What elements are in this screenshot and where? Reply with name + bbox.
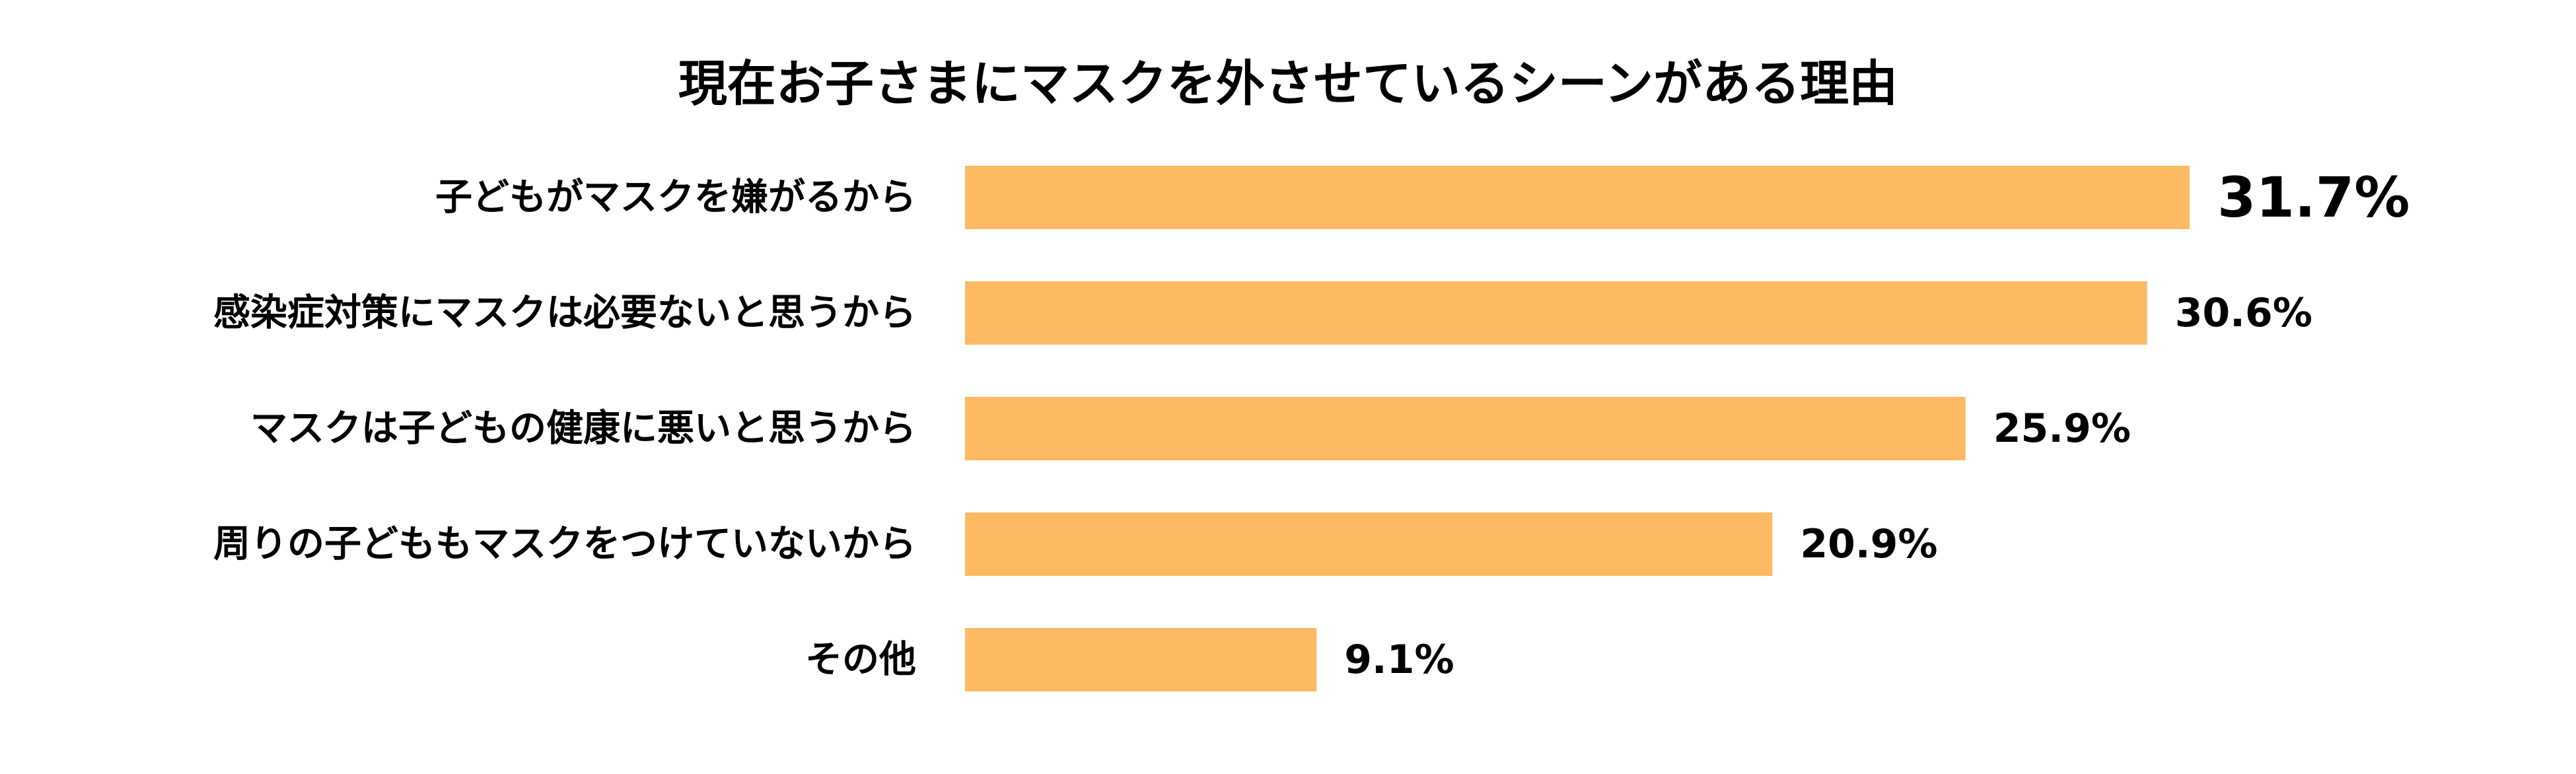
value-label-2: 30.6%	[2175, 290, 2312, 336]
category-label-2: 感染症対策にマスクは必要ないと思うから	[213, 292, 916, 335]
bar-5	[965, 628, 1317, 691]
bar-2	[965, 281, 2147, 345]
value-label-3: 25.9%	[1993, 405, 2131, 452]
category-labels-group: 子どもがマスクを嫌がるから感染症対策にマスクは必要ないと思うからマスクは子どもの…	[213, 176, 916, 682]
bar-1	[965, 166, 2190, 229]
value-label-1: 31.7%	[2217, 165, 2410, 230]
bar-4	[965, 512, 1773, 576]
category-label-1: 子どもがマスクを嫌がるから	[435, 176, 916, 219]
bar-3	[965, 397, 1966, 460]
value-label-5: 9.1%	[1344, 637, 1454, 683]
category-label-4: 周りの子どももマスクをつけていないから	[213, 523, 916, 566]
value-label-4: 20.9%	[1800, 521, 1937, 567]
value-labels-group: 31.7% 30.6% 25.9% 20.9% 9.1%	[1344, 165, 2410, 683]
chart-title: 現在お子さまにマスクを外させているシーンがある理由	[678, 55, 1898, 112]
category-label-3: マスクは子どもの健康に悪いと思うから	[250, 407, 916, 450]
category-label-5: その他	[805, 639, 916, 682]
bars-group	[965, 166, 2190, 691]
